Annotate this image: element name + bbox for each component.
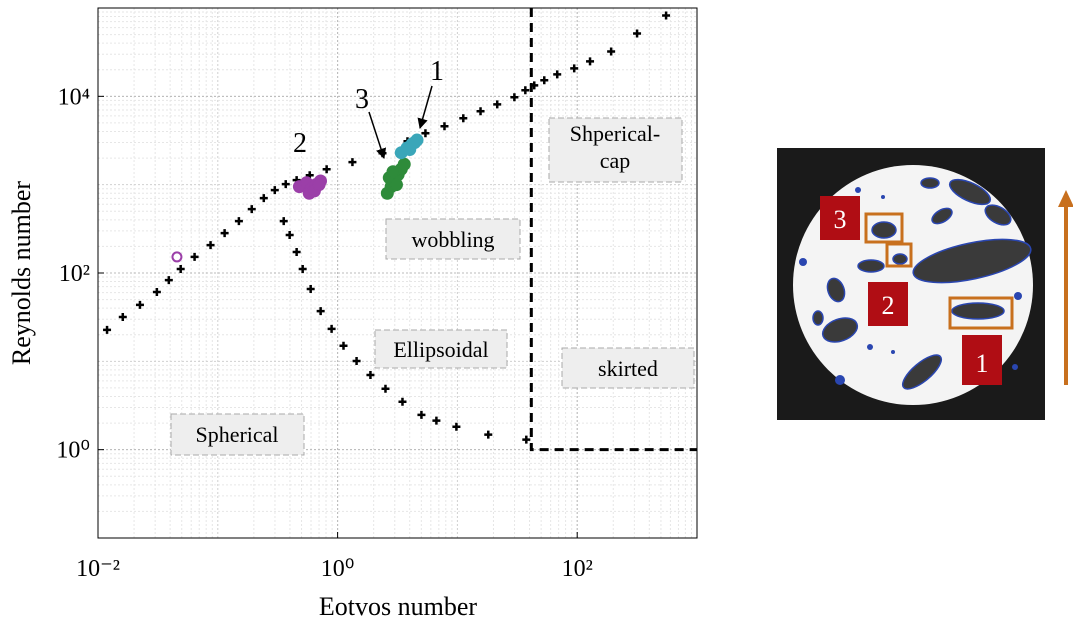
plus-marker [316, 307, 325, 316]
y-tick-label: 10⁰ [56, 438, 90, 464]
region-label: wobbling [411, 227, 494, 252]
plus-marker [220, 229, 229, 238]
region-box: Shperical- cap [548, 117, 683, 183]
plus-marker [206, 241, 215, 250]
annotation: 2 [293, 128, 307, 159]
annotation: 1 [430, 56, 444, 87]
plus-marker [135, 300, 144, 309]
arrow [417, 85, 433, 130]
photo: 3 2 1 [777, 148, 1045, 420]
plus-marker [270, 186, 279, 195]
region-label: Ellipsoidal [393, 337, 488, 362]
plus-marker [234, 217, 243, 226]
plus-marker [298, 264, 307, 273]
region-label: Spherical [195, 422, 278, 447]
plus-marker [476, 107, 485, 116]
plus-marker [586, 57, 595, 66]
plus-marker [306, 284, 315, 293]
circle-marker [386, 165, 400, 179]
region-label: cap [600, 148, 631, 173]
plus-marker [339, 341, 348, 350]
plot-frame [97, 7, 698, 539]
photo-label: 3 [834, 205, 847, 234]
photo-label: 1 [976, 349, 989, 378]
x-axis-label: Eotvos number [319, 592, 477, 621]
circle-marker [389, 178, 403, 192]
circle-marker [408, 136, 422, 150]
plus-marker [322, 165, 331, 174]
region-box: wobbling [385, 218, 521, 260]
x-tick-label: 10² [562, 556, 593, 582]
plus-marker [540, 76, 549, 85]
boundary-line [529, 8, 697, 452]
region-box: Spherical [170, 413, 305, 456]
y-axis-label: Reynolds number [7, 181, 36, 365]
region-label: Shperical- [570, 121, 660, 146]
plus-marker [366, 371, 375, 380]
plus-marker [281, 180, 290, 189]
region-box: skirted [561, 347, 695, 389]
region-box: Ellipsoidal [374, 329, 508, 369]
plus-marker [118, 312, 127, 321]
open-circle-marker [171, 251, 183, 263]
plus-marker [103, 325, 112, 334]
plus-marker [285, 231, 294, 240]
plus-marker [522, 435, 531, 444]
plus-marker [352, 356, 361, 365]
plus-marker [440, 122, 449, 131]
plus-marker [553, 70, 562, 79]
circle-marker [312, 178, 326, 192]
y-tick-label: 10⁴ [58, 84, 90, 110]
plus-marker [398, 397, 407, 406]
plus-marker [164, 276, 173, 285]
photo-label: 2 [882, 291, 895, 320]
plus-marker [279, 217, 288, 226]
circle-marker [397, 157, 411, 171]
x-tick-label: 10⁰ [321, 556, 355, 582]
x-tick-label: 10⁻² [76, 556, 120, 582]
plus-marker [459, 114, 468, 123]
plus-marker [247, 205, 256, 214]
y-tick-label: 10² [59, 261, 90, 287]
plus-marker [452, 422, 461, 431]
plus-marker [570, 64, 579, 73]
plus-marker [607, 47, 616, 56]
plus-marker [348, 158, 357, 167]
arrow [368, 111, 387, 159]
plus-marker [190, 252, 199, 261]
plus-marker [662, 11, 671, 20]
plus-marker [292, 247, 301, 256]
plus-marker [176, 264, 185, 273]
plus-marker [327, 324, 336, 333]
annotation: 3 [355, 84, 369, 115]
plus-marker [432, 416, 441, 425]
region-label: skirted [598, 356, 658, 381]
plus-marker [493, 100, 502, 109]
plus-marker [521, 86, 530, 95]
plot: 10⁻² 10⁰ 10² 10⁰ 10² 10⁴ [56, 7, 698, 582]
plus-marker [633, 29, 642, 38]
plus-marker [417, 410, 426, 419]
plus-marker [259, 194, 268, 203]
plus-marker [510, 93, 519, 102]
flow-arrow-head [1058, 190, 1073, 207]
plus-marker [152, 287, 161, 296]
plus-marker [484, 430, 493, 439]
plus-marker [381, 384, 390, 393]
plus-marker [421, 129, 430, 138]
